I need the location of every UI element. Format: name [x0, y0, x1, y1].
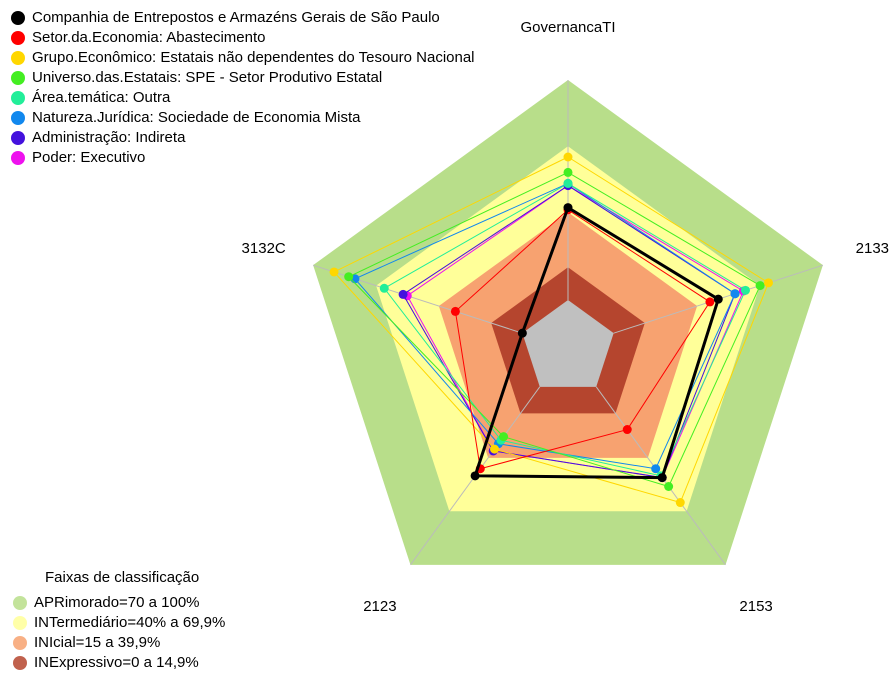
axis-label: 2153 — [739, 598, 772, 615]
legend-marker — [11, 111, 25, 125]
bands-legend-label: INExpressivo=0 a 14,9% — [34, 654, 199, 671]
series-point — [517, 328, 527, 338]
series-line — [473, 205, 721, 480]
center-hole — [522, 300, 614, 387]
bands-legend-marker — [13, 636, 27, 650]
series-line — [354, 182, 736, 470]
legend-label: Universo.das.Estatais: SPE - Setor Produ… — [32, 69, 382, 86]
legend-label: Administração: Indireta — [32, 129, 186, 146]
series-point — [490, 444, 500, 454]
series-point — [470, 471, 480, 481]
series-point — [344, 272, 354, 282]
legend-label: Poder: Executivo — [32, 149, 145, 166]
axis-label: 3132C — [242, 240, 286, 257]
series-point — [450, 306, 460, 316]
series-point — [563, 152, 573, 162]
bands-legend-marker — [13, 596, 27, 610]
legend-marker — [11, 71, 25, 85]
bands-legend-label: APRimorado=70 a 100% — [34, 594, 200, 611]
legend-marker — [11, 31, 25, 45]
bands-legend-marker — [13, 656, 27, 670]
series-point — [563, 178, 573, 188]
series-point — [651, 464, 661, 474]
series-line — [383, 182, 747, 477]
bands-legend-label: INIcial=15 a 39,9% — [34, 634, 160, 651]
series-point — [379, 283, 389, 293]
legend-marker — [11, 151, 25, 165]
series-point — [755, 281, 765, 291]
legend-marker — [11, 51, 25, 65]
legend-label: Setor.da.Economia: Abastecimento — [32, 29, 265, 46]
series-point — [657, 473, 667, 483]
series-point — [675, 498, 685, 508]
series-point — [664, 482, 674, 492]
bands-legend-marker — [13, 616, 27, 630]
series-point — [329, 267, 339, 277]
series-line — [347, 171, 761, 488]
legend-label: Companhia de Entrepostos e Armazéns Gera… — [32, 9, 440, 26]
series-point — [499, 432, 509, 442]
legend-marker — [11, 11, 25, 25]
legend-label: Área.temática: Outra — [32, 89, 171, 106]
series-point — [563, 167, 573, 177]
axis-label: 2133 — [856, 240, 889, 257]
series-point — [705, 297, 715, 307]
series-line — [454, 209, 711, 470]
bands-legend-title: Faixas de classificação — [45, 569, 199, 586]
series-point — [763, 278, 773, 288]
legend-marker — [11, 91, 25, 105]
series-point — [740, 285, 750, 295]
series-point — [622, 425, 632, 435]
legend-label: Grupo.Econômico: Estatais não dependente… — [32, 49, 475, 66]
legend-marker — [11, 131, 25, 145]
series-point — [398, 289, 408, 299]
bands-legend-label: INTermediário=40% a 69,9% — [34, 614, 225, 631]
series-point — [563, 203, 573, 213]
legend-label: Natureza.Jurídica: Sociedade de Economia… — [32, 109, 361, 126]
series-point — [730, 289, 740, 299]
axis-label: GovernancaTI — [520, 19, 615, 36]
axis-label: 2123 — [363, 598, 396, 615]
series-point — [713, 294, 723, 304]
